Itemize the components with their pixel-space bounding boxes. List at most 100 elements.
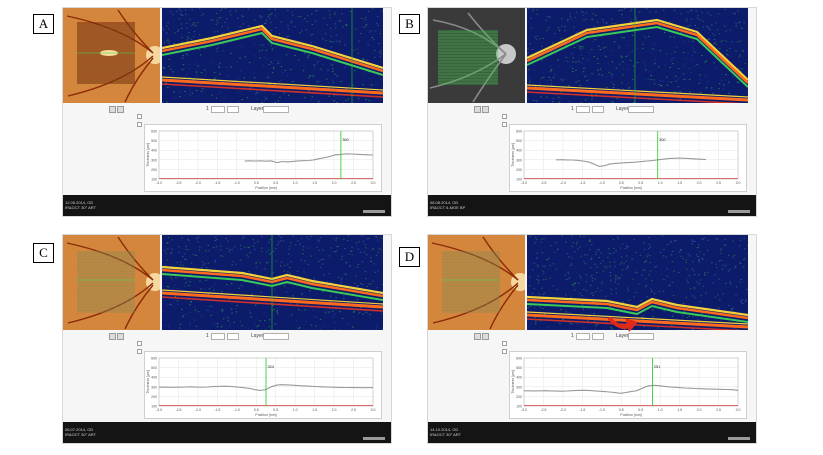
layer-select[interactable]: [263, 106, 289, 113]
y-tick-label: 300: [151, 158, 157, 162]
x-tick-label: 1.5: [677, 408, 682, 412]
vendor-logo-icon: [728, 210, 750, 213]
panel-d: 1 Layer 600 500 400 300 200 100 -3.0 -2.5 -2.0 -1…: [427, 234, 757, 444]
x-tick-label: 2.0: [697, 408, 702, 412]
zoom-field[interactable]: [227, 333, 239, 340]
x-tick-label: 0.5: [254, 181, 259, 185]
marker-value-label: 324: [268, 365, 274, 369]
x-tick-label: 3.0: [736, 408, 741, 412]
choroid-layer: [527, 91, 745, 103]
size-field[interactable]: [576, 333, 590, 340]
layer-select[interactable]: [263, 333, 289, 340]
x-tick-label: -2.5: [175, 408, 181, 412]
ilm-layer: [527, 295, 748, 317]
y-tick-label: 200: [516, 395, 522, 399]
x-axis-label: Position [mm]: [620, 413, 641, 417]
y-tick-label: 500: [516, 139, 522, 143]
y-tick-label: 300: [516, 158, 522, 162]
panel-c: 1 Layer 600 500 400 300 200 100 -3.0 -2.5 -2.0 -1…: [62, 234, 392, 444]
x-tick-label: 1.0: [658, 181, 663, 185]
photoreceptor-layer: [527, 311, 748, 325]
select-button[interactable]: [482, 106, 489, 113]
zoom-field[interactable]: [592, 106, 604, 113]
y-tick-label: 400: [151, 149, 157, 153]
y-tick-label: 100: [151, 405, 157, 409]
retinal-vessel: [432, 282, 519, 324]
ilm-layer: [162, 265, 383, 295]
size-label: 1: [206, 333, 209, 339]
y-tick-label: 600: [516, 357, 522, 361]
rpe-layer: [162, 78, 383, 95]
retinal-vessel: [489, 284, 519, 330]
y-tick-label: 200: [516, 168, 522, 172]
scan-area-overlay: [442, 251, 500, 313]
y-tick-label: 300: [151, 385, 157, 389]
fundus-image: [428, 8, 525, 103]
oct-scan: [527, 235, 748, 330]
x-tick-label: 1.5: [312, 408, 317, 412]
retinal-vessel: [429, 53, 507, 89]
tool-icon[interactable]: [502, 122, 507, 127]
play-button[interactable]: [474, 333, 481, 340]
scan-mode: IR&OCT 30° ART: [65, 432, 97, 437]
vendor-logo-icon: [363, 210, 385, 213]
y-tick-label: 500: [151, 139, 157, 143]
thickness-profile-line: [524, 384, 739, 394]
oct-bscan-image: [162, 8, 383, 103]
select-button[interactable]: [482, 333, 489, 340]
select-button[interactable]: [117, 333, 124, 340]
x-tick-label: -2.5: [540, 181, 546, 185]
x-tick-label: -1.0: [234, 181, 240, 185]
play-button[interactable]: [109, 333, 116, 340]
y-axis-label: Thickness [µm]: [146, 370, 150, 394]
play-button[interactable]: [109, 106, 116, 113]
fundus-glow: [63, 235, 160, 330]
x-tick-label: 0.5: [273, 408, 278, 412]
play-button[interactable]: [474, 106, 481, 113]
tool-icon[interactable]: [502, 114, 507, 119]
marker-value-label: 300: [659, 138, 665, 142]
x-tick-label: -1.5: [214, 408, 220, 412]
side-tools: [137, 341, 143, 357]
retinal-vessel: [472, 53, 507, 103]
fundus-photo: [63, 235, 160, 330]
x-tick-label: -1.0: [599, 181, 605, 185]
status-footer: 12.05.2014, OD IR&OCT 30° ART: [63, 195, 391, 216]
layer-select[interactable]: [628, 333, 654, 340]
select-button[interactable]: [117, 106, 124, 113]
vendor-logo-icon: [363, 437, 385, 440]
tool-icon[interactable]: [502, 349, 507, 354]
vendor-logo-icon: [728, 437, 750, 440]
status-footer: 08.08.2014, OD IR&OCT 6-MOE BP: [428, 195, 756, 216]
layer-select[interactable]: [628, 106, 654, 113]
x-tick-label: 0.5: [619, 408, 624, 412]
status-footer: 06.07.2014, OD IR&OCT 30° ART: [63, 422, 391, 443]
tool-icon[interactable]: [137, 341, 142, 346]
tool-icon[interactable]: [137, 114, 142, 119]
tool-icon[interactable]: [137, 122, 142, 127]
fundus-photo: [428, 235, 525, 330]
retinal-vessel: [66, 242, 154, 281]
y-tick-label: 600: [151, 130, 157, 134]
x-tick-label: -2.0: [560, 408, 566, 412]
x-tick-label: -2.5: [540, 408, 546, 412]
tool-icon[interactable]: [502, 341, 507, 346]
size-label: 1: [571, 106, 574, 112]
choroid-layer: [527, 318, 745, 330]
size-field[interactable]: [576, 106, 590, 113]
oct-scan: [162, 235, 383, 330]
plot-grid: [523, 357, 739, 407]
tool-icon[interactable]: [137, 349, 142, 354]
x-axis-label: Position [mm]: [255, 413, 276, 417]
layer-label: Layer: [251, 106, 264, 112]
zoom-field[interactable]: [592, 333, 604, 340]
y-tick-label: 100: [151, 178, 157, 182]
oct-scan: [162, 8, 383, 103]
x-tick-label: 2.5: [351, 181, 356, 185]
panel-label-a: A: [33, 14, 54, 34]
size-field[interactable]: [211, 333, 225, 340]
middle-retina-layer: [527, 303, 748, 323]
size-field[interactable]: [211, 106, 225, 113]
exam-date: 08.08.2014, OD: [430, 200, 459, 205]
zoom-field[interactable]: [227, 106, 239, 113]
